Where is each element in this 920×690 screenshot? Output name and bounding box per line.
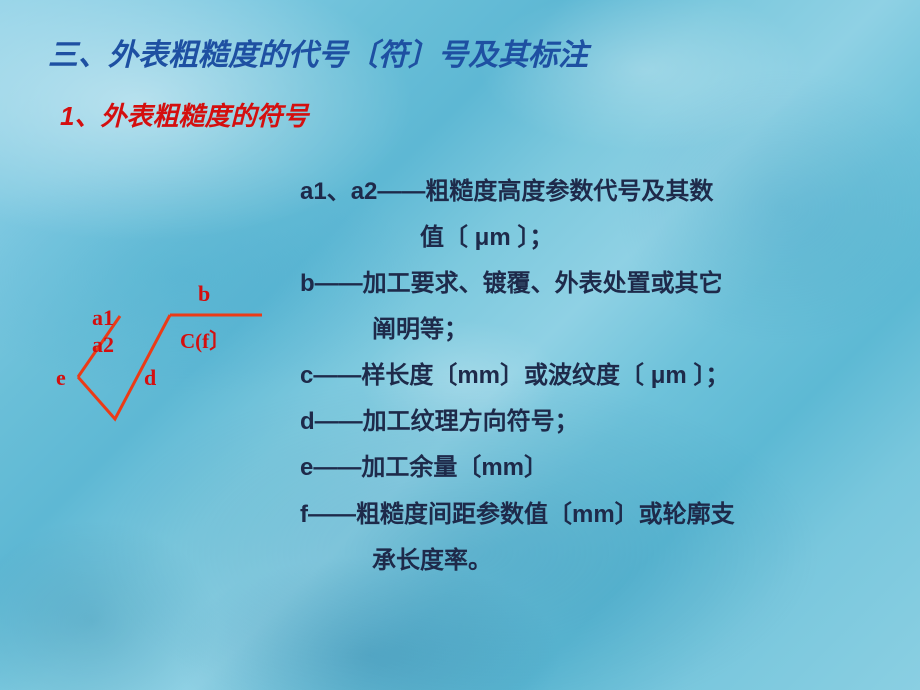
def-c: c——样长度〔mm〕或波纹度〔 μm 〕；	[300, 353, 880, 399]
label-b: b	[198, 281, 210, 307]
section-title: 三、外表粗糙度的代号〔符〕号及其标注	[48, 30, 880, 74]
label-cf: C(f〕	[180, 325, 230, 355]
main-area: b a1 a2 C(f〕 d e a1、a2——粗糙度高度参数代号及其数 值〔 …	[40, 169, 880, 584]
def-b-cont: 阐明等；	[300, 307, 880, 353]
label-a1: a1	[92, 305, 114, 331]
def-e: e——加工余量〔mm〕	[300, 445, 880, 491]
label-d: d	[144, 365, 156, 391]
def-a-cont: 值〔 μm 〕；	[300, 215, 880, 261]
def-f: f——粗糙度间距参数值〔mm〕或轮廓支	[300, 492, 880, 538]
section-subtitle: 1、外表粗糙度的符号	[60, 96, 880, 133]
def-a: a1、a2——粗糙度高度参数代号及其数	[300, 169, 880, 215]
def-d: d——加工纹理方向符号；	[300, 399, 880, 445]
def-b: b——加工要求、镀覆、外表处置或其它	[300, 261, 880, 307]
label-e: e	[56, 365, 66, 391]
roughness-symbol-diagram: b a1 a2 C(f〕 d e	[40, 257, 270, 584]
symbol-svg	[40, 257, 270, 437]
label-a2: a2	[92, 332, 114, 358]
def-f-cont: 承长度率。	[300, 538, 880, 584]
definitions-list: a1、a2——粗糙度高度参数代号及其数 值〔 μm 〕； b——加工要求、镀覆、…	[300, 169, 880, 584]
